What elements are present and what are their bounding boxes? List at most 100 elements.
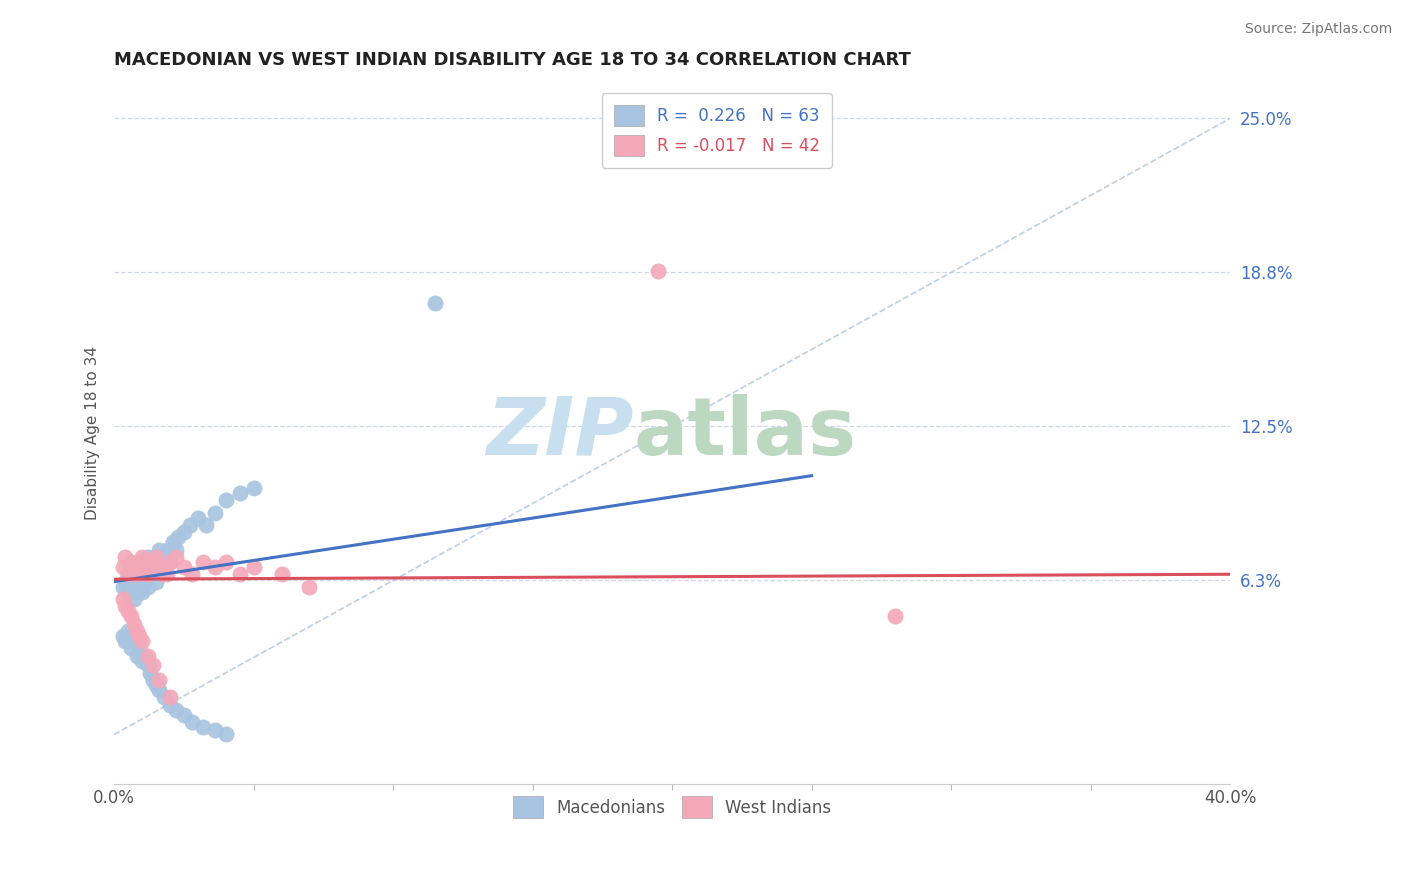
Point	[122, 559, 145, 574]
Point	[156, 567, 179, 582]
Point	[229, 486, 252, 500]
Point	[148, 559, 170, 574]
Point	[142, 559, 165, 574]
Point	[131, 555, 153, 569]
Point	[136, 580, 159, 594]
Point	[647, 264, 669, 278]
Point	[131, 549, 153, 564]
Point	[145, 549, 167, 564]
Point	[270, 567, 292, 582]
Point	[229, 567, 252, 582]
Point	[134, 648, 156, 663]
Point	[122, 616, 145, 631]
Point	[136, 648, 159, 663]
Point	[128, 641, 150, 656]
Point	[117, 567, 139, 582]
Point	[148, 673, 170, 688]
Point	[134, 559, 156, 574]
Point	[142, 673, 165, 688]
Point	[136, 567, 159, 582]
Point	[165, 549, 187, 564]
Point	[136, 549, 159, 564]
Point	[120, 609, 142, 624]
Point	[117, 624, 139, 638]
Point	[145, 549, 167, 564]
Point	[122, 633, 145, 648]
Point	[159, 698, 181, 712]
Point	[120, 641, 142, 656]
Point	[153, 690, 176, 705]
Point	[120, 555, 142, 569]
Point	[162, 535, 184, 549]
Point	[181, 715, 204, 730]
Point	[204, 723, 226, 737]
Point	[156, 542, 179, 557]
Point	[150, 567, 173, 582]
Point	[142, 658, 165, 673]
Point	[134, 559, 156, 574]
Point	[117, 567, 139, 582]
Point	[125, 584, 148, 599]
Point	[139, 555, 162, 569]
Point	[159, 690, 181, 705]
Point	[179, 518, 201, 533]
Point	[125, 648, 148, 663]
Point	[114, 599, 136, 614]
Text: MACEDONIAN VS WEST INDIAN DISABILITY AGE 18 TO 34 CORRELATION CHART: MACEDONIAN VS WEST INDIAN DISABILITY AGE…	[114, 51, 911, 69]
Point	[139, 555, 162, 569]
Point	[150, 555, 173, 569]
Point	[204, 559, 226, 574]
Point	[131, 584, 153, 599]
Point	[148, 559, 170, 574]
Point	[153, 559, 176, 574]
Point	[111, 591, 134, 606]
Point	[167, 530, 190, 544]
Point	[114, 549, 136, 564]
Point	[122, 591, 145, 606]
Point	[120, 580, 142, 594]
Point	[125, 559, 148, 574]
Text: ZIP: ZIP	[486, 393, 633, 472]
Point	[111, 580, 134, 594]
Point	[215, 493, 238, 508]
Point	[423, 296, 446, 310]
Point	[148, 542, 170, 557]
Point	[134, 574, 156, 589]
Point	[128, 580, 150, 594]
Point	[165, 542, 187, 557]
Point	[195, 518, 218, 533]
Point	[145, 678, 167, 692]
Point	[173, 707, 195, 722]
Point	[111, 629, 134, 643]
Point	[142, 559, 165, 574]
Point	[215, 555, 238, 569]
Point	[128, 629, 150, 643]
Point	[117, 604, 139, 618]
Point	[242, 559, 264, 574]
Text: Source: ZipAtlas.com: Source: ZipAtlas.com	[1244, 22, 1392, 37]
Point	[193, 555, 215, 569]
Point	[242, 481, 264, 495]
Point	[128, 555, 150, 569]
Point	[153, 549, 176, 564]
Legend: Macedonians, West Indians: Macedonians, West Indians	[506, 789, 838, 824]
Point	[131, 633, 153, 648]
Point	[139, 665, 162, 680]
Point	[145, 574, 167, 589]
Point	[173, 559, 195, 574]
Point	[128, 567, 150, 582]
Point	[159, 555, 181, 569]
Point	[122, 572, 145, 586]
Point	[215, 727, 238, 741]
Point	[193, 720, 215, 734]
Point	[148, 683, 170, 698]
Point	[139, 567, 162, 582]
Point	[181, 567, 204, 582]
Point	[884, 609, 907, 624]
Point	[111, 559, 134, 574]
Point	[159, 555, 181, 569]
Point	[187, 510, 209, 524]
Point	[165, 703, 187, 717]
Point	[114, 574, 136, 589]
Point	[298, 580, 321, 594]
